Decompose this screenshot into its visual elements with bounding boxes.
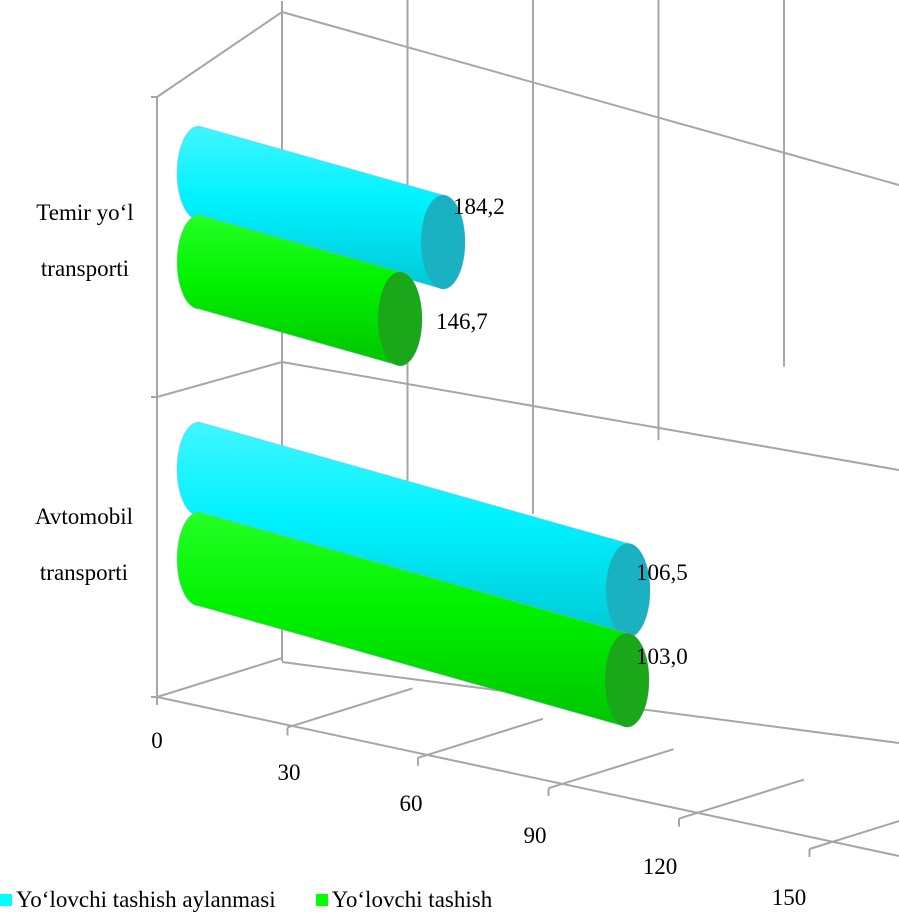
legend: Yo‘lovchi tashish aylanmasi Yo‘lovchi ta… <box>0 883 532 917</box>
gridline-floor <box>417 717 544 759</box>
axes <box>151 96 899 857</box>
bar-cap <box>605 633 649 728</box>
legend-swatch-green <box>315 894 328 906</box>
legend-swatch-cyan <box>0 894 12 906</box>
category-label-avtomobil: Avtomobil transporti <box>4 504 164 586</box>
x-tick-label: 30 <box>278 760 301 785</box>
data-label: 184,2 <box>453 194 505 219</box>
data-label: 146,7 <box>436 309 488 334</box>
data-label: 103,0 <box>636 644 688 669</box>
gridline-side <box>156 11 283 98</box>
gridline-floor <box>287 687 413 729</box>
x-tick-label: 120 <box>643 854 678 879</box>
data-labels: 184,2 146,7 106,5 103,0 <box>436 194 688 669</box>
gridline-floor <box>809 820 899 850</box>
bar-series-1 <box>176 125 466 290</box>
bar-cap <box>606 543 650 638</box>
legend-item-series-2: Yo‘lovchi tashish <box>315 887 493 913</box>
category-label-temir-yol: Temir yo‘l transporti <box>10 200 160 282</box>
bars <box>176 125 651 728</box>
x-tick-labels: 0 30 60 90 120 150 <box>151 728 806 910</box>
legend-label: Yo‘lovchi tashish <box>331 887 493 912</box>
gridline-floor <box>678 778 805 820</box>
category-label-line-2: transporti <box>40 256 130 281</box>
x-axis-line <box>156 696 899 857</box>
gridline-floor <box>548 748 674 790</box>
category-label-line-2: transporti <box>39 560 129 585</box>
grid <box>156 0 899 850</box>
bar-series-1 <box>176 421 651 638</box>
gridline-side <box>156 361 283 398</box>
x-tick-label: 60 <box>400 791 423 816</box>
gridline-floor <box>156 657 283 698</box>
legend-item-series-1: Yo‘lovchi tashish aylanmasi <box>0 887 276 913</box>
bar-series-2 <box>176 511 650 728</box>
bar-cap <box>421 195 465 290</box>
legend-label: Yo‘lovchi tashish aylanmasi <box>16 887 276 912</box>
category-label-line-1: Temir yo‘l <box>36 200 134 225</box>
category-label-line-1: Avtomobil <box>35 504 133 529</box>
x-tick-label: 150 <box>772 885 807 910</box>
x-tick-label: 90 <box>524 823 547 848</box>
data-label: 106,5 <box>636 560 688 585</box>
bar-cap <box>378 271 422 366</box>
gridline-horizontal <box>281 11 899 186</box>
x-tick-label: 0 <box>151 728 163 753</box>
gridline-horizontal <box>281 361 899 471</box>
bar-series-2 <box>176 214 423 367</box>
